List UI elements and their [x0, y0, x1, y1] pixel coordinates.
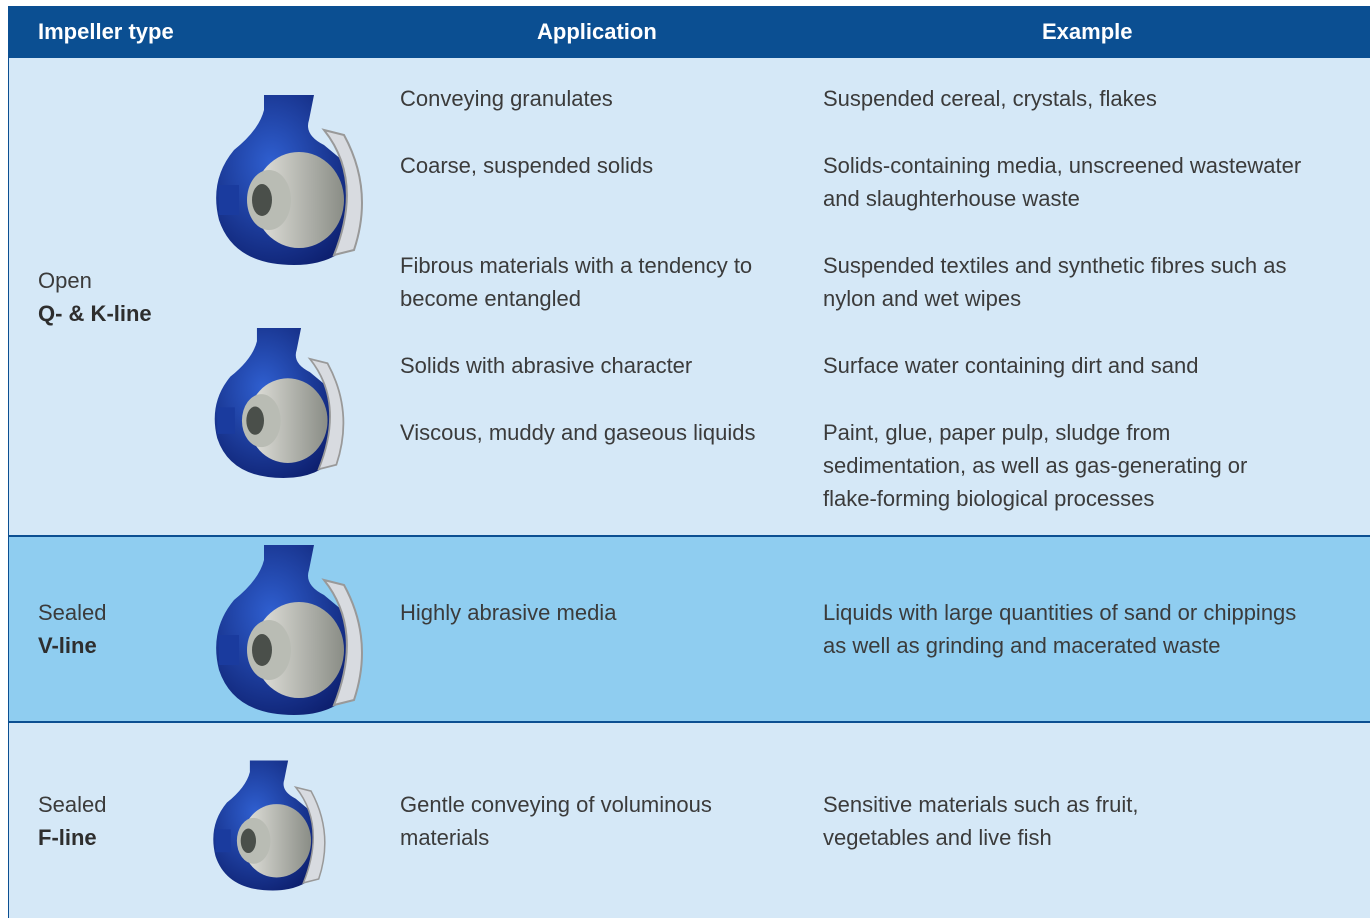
line-name: Q- & K-line	[38, 300, 152, 326]
item: Highly abrasive media Liquids with large …	[400, 596, 1363, 662]
text-line: Solids-containing media, unscreened wast…	[823, 153, 1302, 178]
text-line: Highly abrasive media	[400, 600, 617, 625]
application-cell: Highly abrasive media	[400, 596, 823, 662]
impeller-type: Open Q- & K-line	[38, 264, 152, 330]
item: Solids with abrasive character Surface wa…	[400, 349, 1363, 382]
pump-image	[204, 90, 374, 270]
impeller-table: Impeller type Application Example Open Q-…	[8, 6, 1370, 918]
example-cell: Liquids with large quantities of sand or…	[823, 596, 1363, 662]
example-cell: Solids-containing media, unscreened wast…	[823, 149, 1363, 215]
text-line: flake-forming biological processes	[823, 486, 1155, 511]
pump-image	[204, 738, 334, 913]
table-row: Open Q- & K-line Conveying granulates Suspe…	[9, 58, 1370, 535]
header-cell: Impeller type	[38, 19, 174, 44]
application-cell: Viscous, muddy and gaseous liquids	[400, 416, 823, 515]
item: Conveying granulates Suspended cereal, cr…	[400, 82, 1363, 115]
pump-image	[204, 540, 374, 720]
item: Gentle conveying of voluminous materials S…	[400, 788, 1363, 854]
text-line: materials	[400, 824, 490, 850]
example-cell: Sensitive materials such as fruit, vegeta…	[823, 788, 1363, 854]
text-line: as well as grinding and macerated waste	[823, 633, 1221, 658]
text-line: Coarse, suspended solids	[400, 153, 654, 178]
item: Viscous, muddy and gaseous liquids Paint,…	[400, 416, 1363, 515]
text-line: Paint, glue, paper pulp, sludge from	[823, 420, 1171, 445]
row-items: Conveying granulates Suspended cereal, cr…	[400, 82, 1363, 515]
header-cell: Example	[1042, 19, 1133, 44]
row-items: Gentle conveying of voluminous materials S…	[400, 788, 1363, 854]
application-cell: Coarse, suspended solids	[400, 149, 823, 215]
application-cell: Fibrous materials with a tendency to beco…	[400, 249, 823, 315]
text-line: vegetables and live fish	[823, 824, 1052, 850]
example-cell: Suspended cereal, crystals, flakes	[823, 82, 1363, 115]
text-line: Solids with abrasive character	[400, 353, 693, 378]
type-label: Sealed	[38, 600, 107, 625]
example-cell: Suspended textiles and synthetic fibres …	[823, 249, 1363, 315]
item: Fibrous materials with a tendency to beco…	[400, 249, 1363, 315]
text-line: Conveying granulates	[400, 86, 613, 111]
text-line: nylon and wet wipes	[823, 286, 1022, 311]
text-line: Viscous, muddy and gaseous liquids	[400, 420, 756, 445]
impeller-type: Sealed F-line	[38, 788, 107, 854]
text-line: Gentle conveying of voluminous	[400, 791, 712, 817]
example-cell: Paint, glue, paper pulp, sludge from sedi…	[823, 416, 1363, 515]
line-name: F-line	[38, 824, 97, 850]
pump-image	[204, 313, 354, 493]
text-line: Fibrous materials with a tendency to	[400, 253, 753, 278]
text-line: Sensitive materials such as fruit,	[823, 791, 1139, 817]
example-cell: Surface water containing dirt and sand	[823, 349, 1363, 382]
application-cell: Solids with abrasive character	[400, 349, 823, 382]
text-line: become entangled	[400, 286, 582, 311]
text-line: Suspended cereal, crystals, flakes	[823, 86, 1157, 111]
item: Coarse, suspended solids Solids-containin…	[400, 149, 1363, 215]
text-line: and slaughterhouse waste	[823, 186, 1080, 211]
line-name: V-line	[38, 633, 97, 658]
type-label: Open	[38, 267, 92, 293]
table-row: Sealed V-line Highly abrasive media Liquids…	[9, 535, 1370, 723]
table-row: Sealed F-line Gentle conveying of volumino…	[9, 723, 1370, 918]
type-label: Sealed	[38, 791, 107, 817]
header-row: Impeller type Application Example	[9, 6, 1370, 58]
row-items: Highly abrasive media Liquids with large …	[400, 596, 1363, 662]
application-cell: Gentle conveying of voluminous materials	[400, 788, 823, 854]
header-cell: Application	[537, 19, 657, 44]
text-line: sedimentation, as well as gas-generating…	[823, 453, 1248, 478]
text-line: Surface water containing dirt and sand	[823, 353, 1199, 378]
application-cell: Conveying granulates	[400, 82, 823, 115]
impeller-type: Sealed V-line	[38, 596, 107, 662]
text-line: Suspended textiles and synthetic fibres …	[823, 253, 1287, 278]
text-line: Liquids with large quantities of sand or…	[823, 600, 1297, 625]
